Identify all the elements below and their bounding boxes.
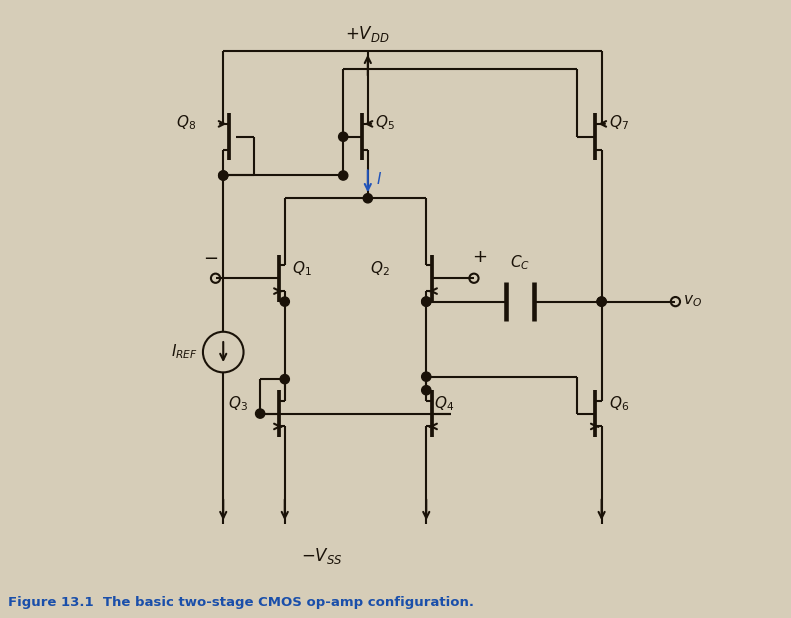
Text: $-$: $-$	[203, 248, 218, 266]
Text: Figure 13.1  The basic two-stage CMOS op-amp configuration.: Figure 13.1 The basic two-stage CMOS op-…	[8, 596, 474, 609]
Circle shape	[363, 193, 373, 203]
Circle shape	[422, 372, 431, 381]
Text: $+$: $+$	[471, 248, 486, 266]
Circle shape	[218, 171, 228, 180]
Circle shape	[422, 297, 431, 307]
Text: $I$: $I$	[376, 171, 382, 187]
Text: $C_C$: $C_C$	[510, 253, 530, 272]
Circle shape	[255, 409, 265, 418]
Circle shape	[422, 297, 431, 307]
Text: $+V_{DD}$: $+V_{DD}$	[346, 25, 390, 44]
Text: $v_O$: $v_O$	[683, 294, 702, 310]
Text: $I_{REF}$: $I_{REF}$	[171, 343, 198, 362]
Text: $Q_3$: $Q_3$	[228, 395, 248, 413]
Text: $Q_1$: $Q_1$	[292, 260, 312, 278]
Circle shape	[339, 171, 348, 180]
Circle shape	[218, 171, 228, 180]
Text: $Q_8$: $Q_8$	[176, 114, 195, 132]
Text: $Q_2$: $Q_2$	[369, 260, 389, 278]
Text: $-V_{SS}$: $-V_{SS}$	[301, 546, 343, 566]
Circle shape	[339, 132, 348, 142]
Text: $Q_7$: $Q_7$	[609, 114, 629, 132]
Circle shape	[597, 297, 606, 307]
Text: $Q_5$: $Q_5$	[375, 114, 395, 132]
Circle shape	[597, 297, 606, 307]
Circle shape	[280, 297, 290, 307]
Circle shape	[280, 375, 290, 384]
Text: $Q_6$: $Q_6$	[609, 395, 629, 413]
Text: $Q_4$: $Q_4$	[433, 395, 454, 413]
Circle shape	[422, 386, 431, 395]
